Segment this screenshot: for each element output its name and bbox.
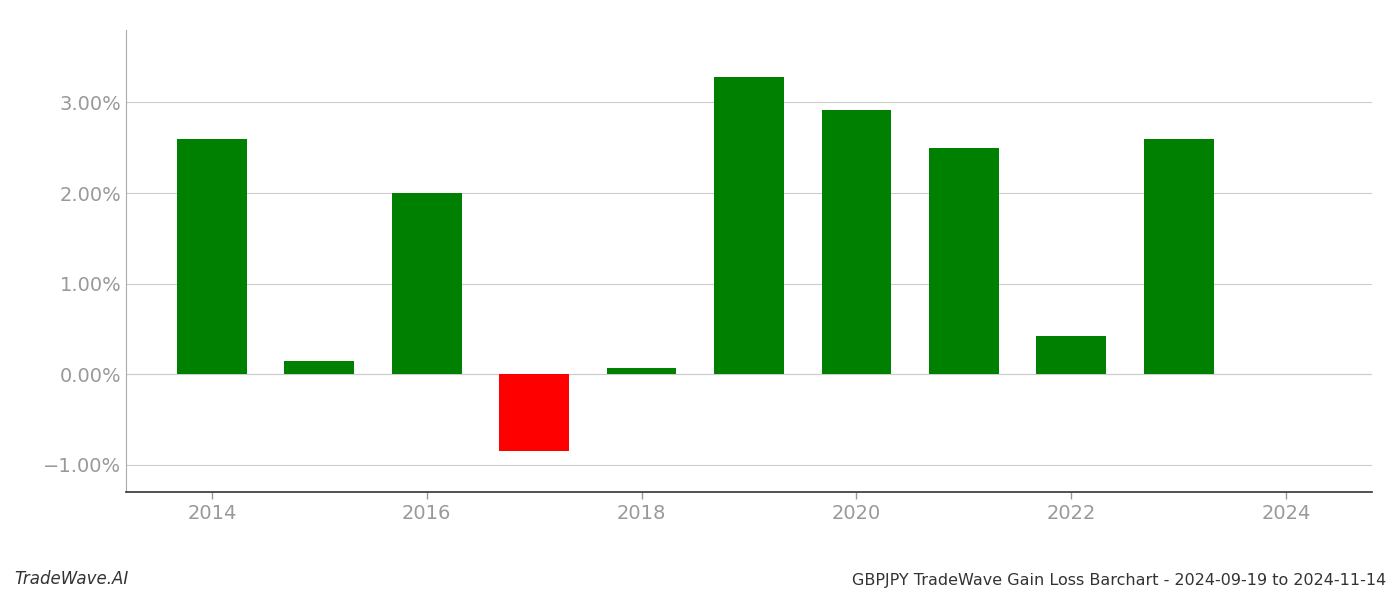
Bar	[284, 361, 354, 374]
Text: GBPJPY TradeWave Gain Loss Barchart - 2024-09-19 to 2024-11-14: GBPJPY TradeWave Gain Loss Barchart - 20…	[851, 573, 1386, 588]
Bar	[500, 374, 568, 451]
Text: TradeWave.AI: TradeWave.AI	[14, 570, 129, 588]
Bar	[714, 77, 784, 374]
Bar	[1144, 139, 1214, 374]
Bar	[176, 139, 246, 374]
Bar	[606, 368, 676, 374]
Bar	[930, 148, 998, 374]
Bar	[822, 110, 892, 374]
Bar	[392, 193, 462, 374]
Bar	[1036, 336, 1106, 374]
